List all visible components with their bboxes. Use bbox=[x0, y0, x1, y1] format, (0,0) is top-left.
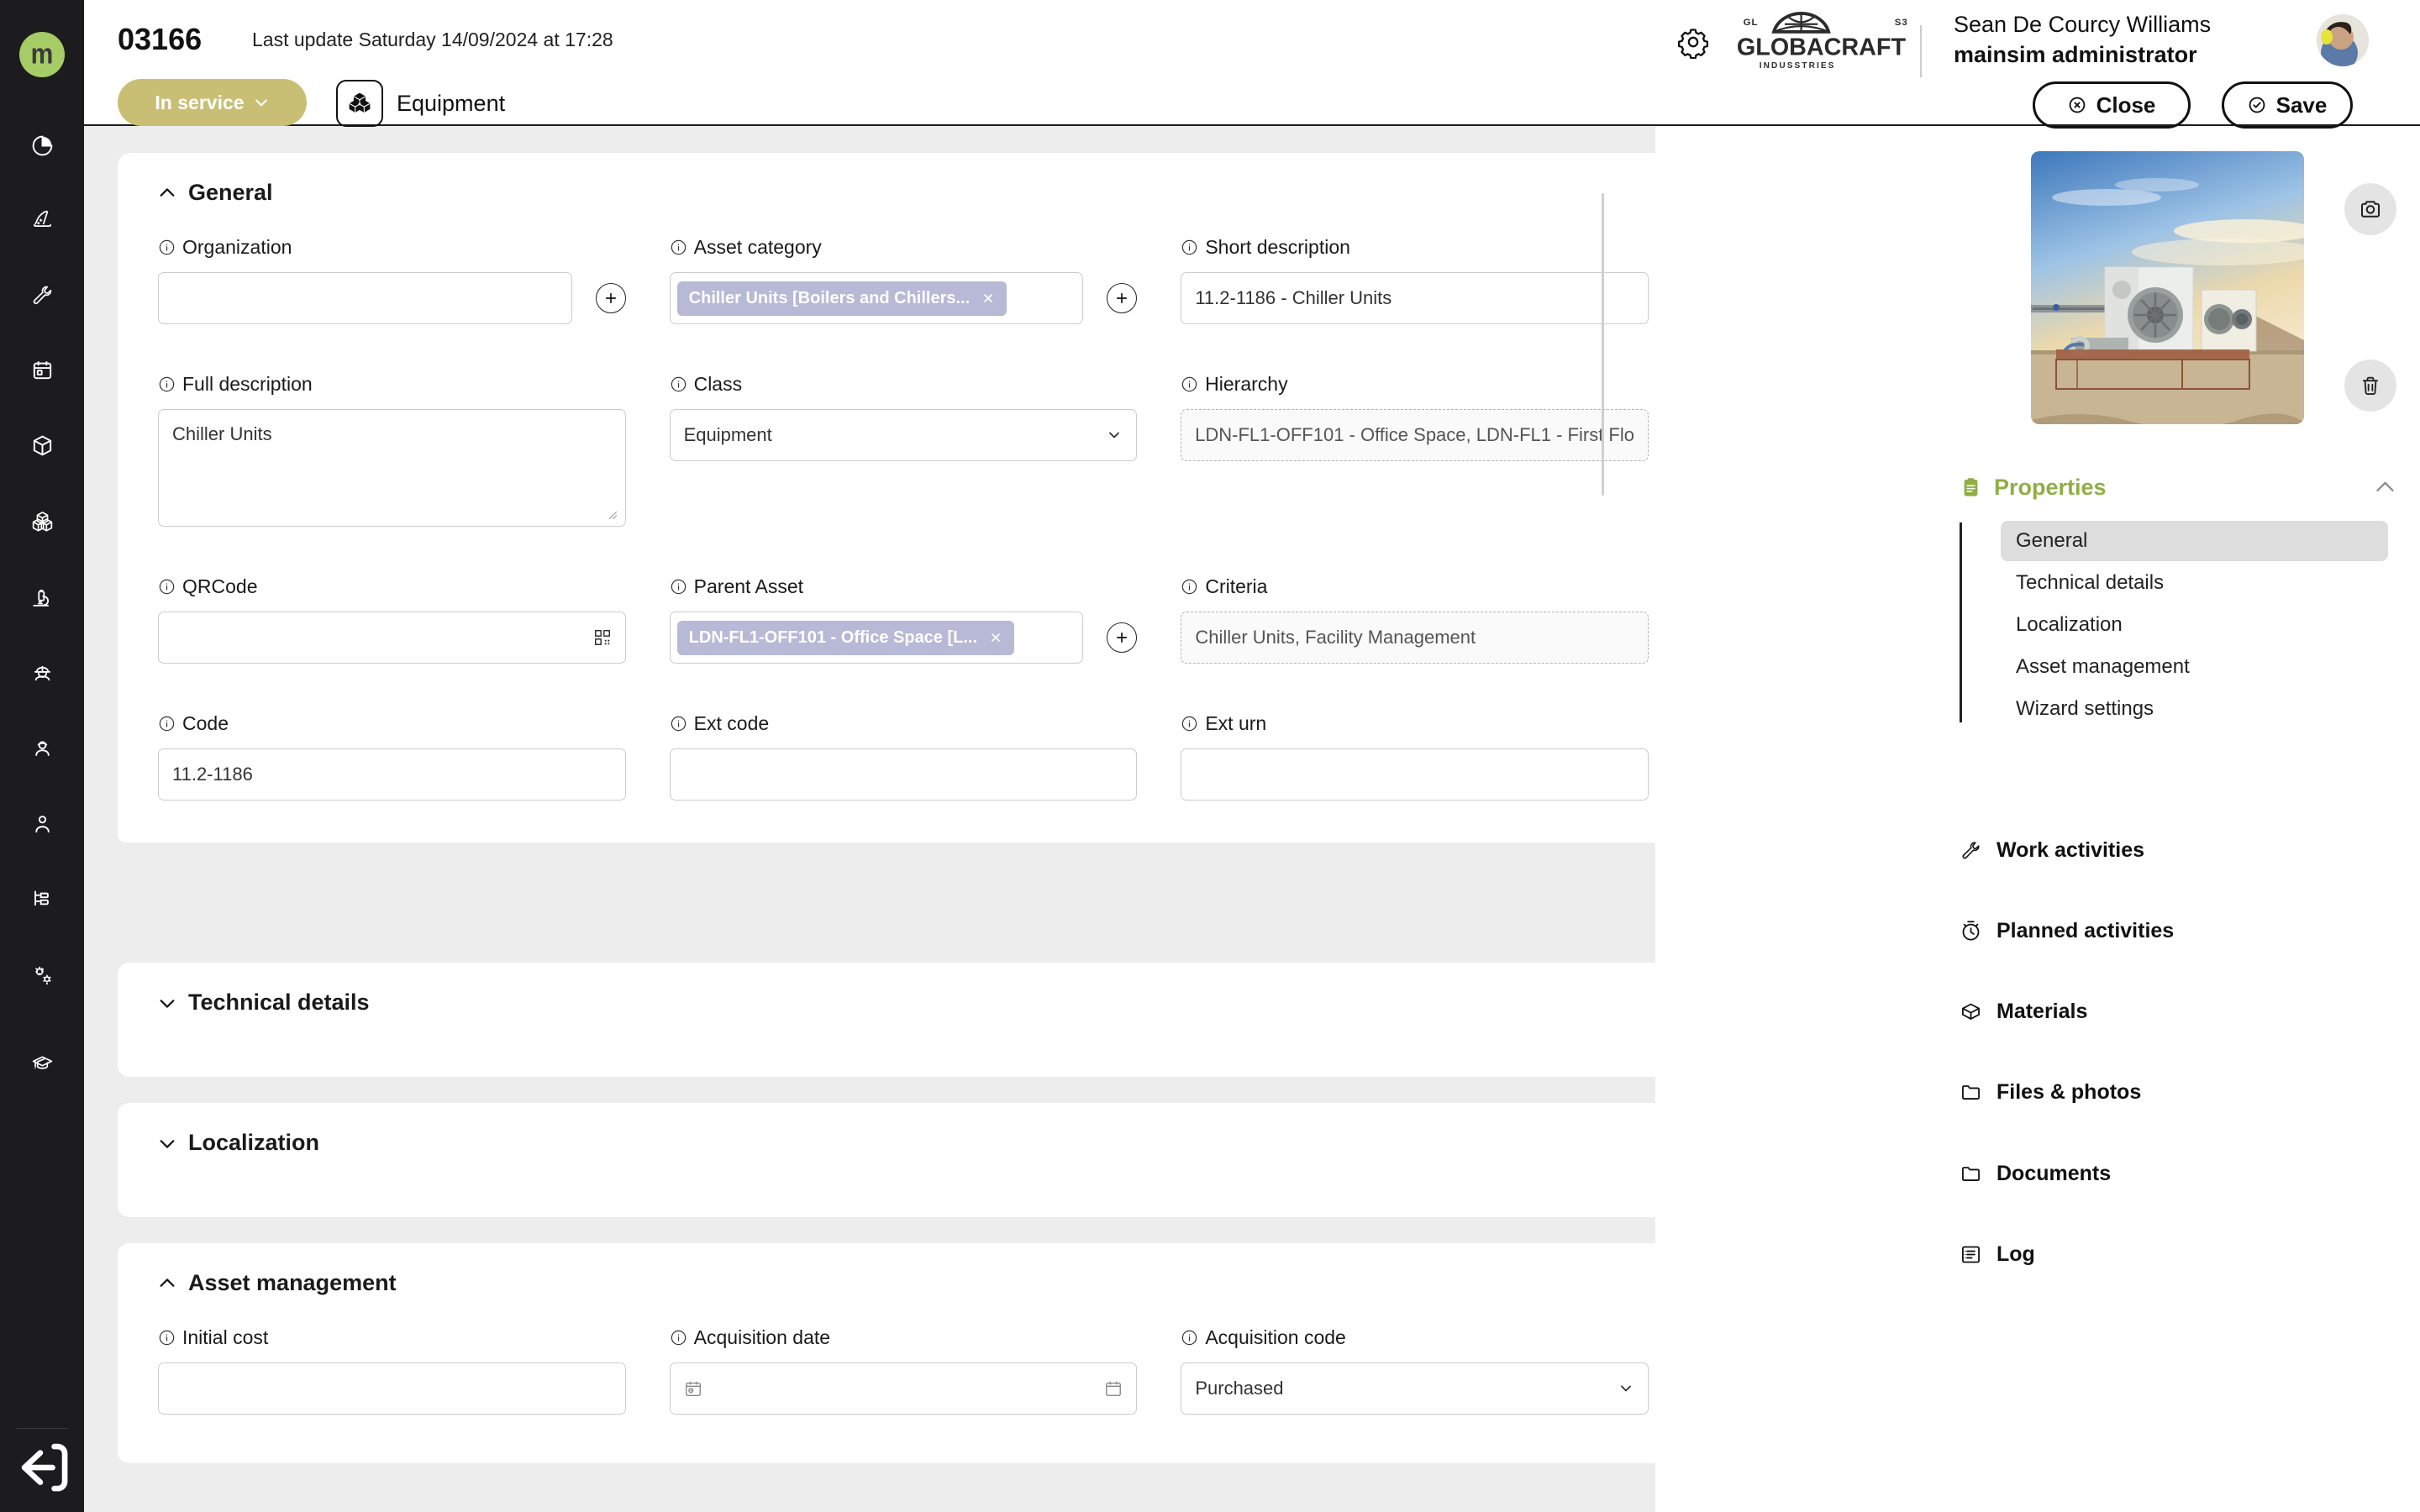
svg-text:GL: GL bbox=[1744, 18, 1759, 28]
svg-text:INDUSSTRIES: INDUSSTRIES bbox=[1760, 61, 1836, 71]
svg-text:GLOBACRAFT: GLOBACRAFT bbox=[1737, 34, 1907, 61]
svg-text:S3: S3 bbox=[1895, 18, 1908, 28]
